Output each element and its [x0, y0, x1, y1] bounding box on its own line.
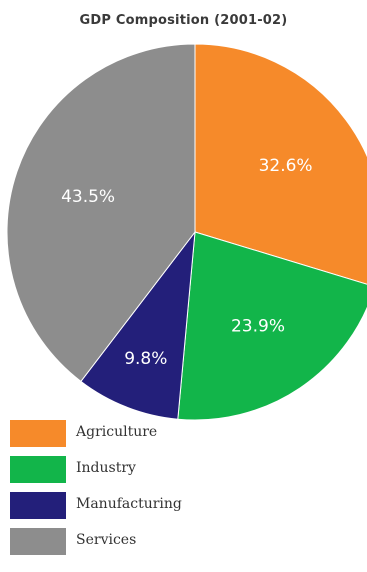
legend-swatch	[10, 492, 66, 519]
chart-title: GDP Composition (2001-02)	[79, 13, 288, 28]
pie-slice-industry	[177, 231, 367, 420]
pie-chart: 32.6% 23.9% 9.8% 43.5%	[6, 43, 367, 420]
legend-swatch	[10, 528, 66, 555]
legend-label: Industry	[76, 460, 136, 476]
legend-swatch	[10, 456, 66, 483]
slice-label-services: 43.5%	[61, 187, 115, 207]
legend-label: Services	[76, 532, 137, 548]
legend-label: Agriculture	[76, 424, 158, 440]
pie-slice-manufacturing	[80, 230, 196, 420]
slice-label-manufacturing: 9.8%	[124, 349, 167, 369]
slice-label-industry: 23.9%	[231, 317, 285, 337]
slice-label-agriculture: 32.6%	[259, 156, 313, 176]
legend-swatch	[10, 420, 66, 447]
pie-slice-services	[6, 43, 196, 383]
pie-slice-agriculture	[194, 43, 367, 285]
legend-label: Manufacturing	[76, 496, 182, 512]
